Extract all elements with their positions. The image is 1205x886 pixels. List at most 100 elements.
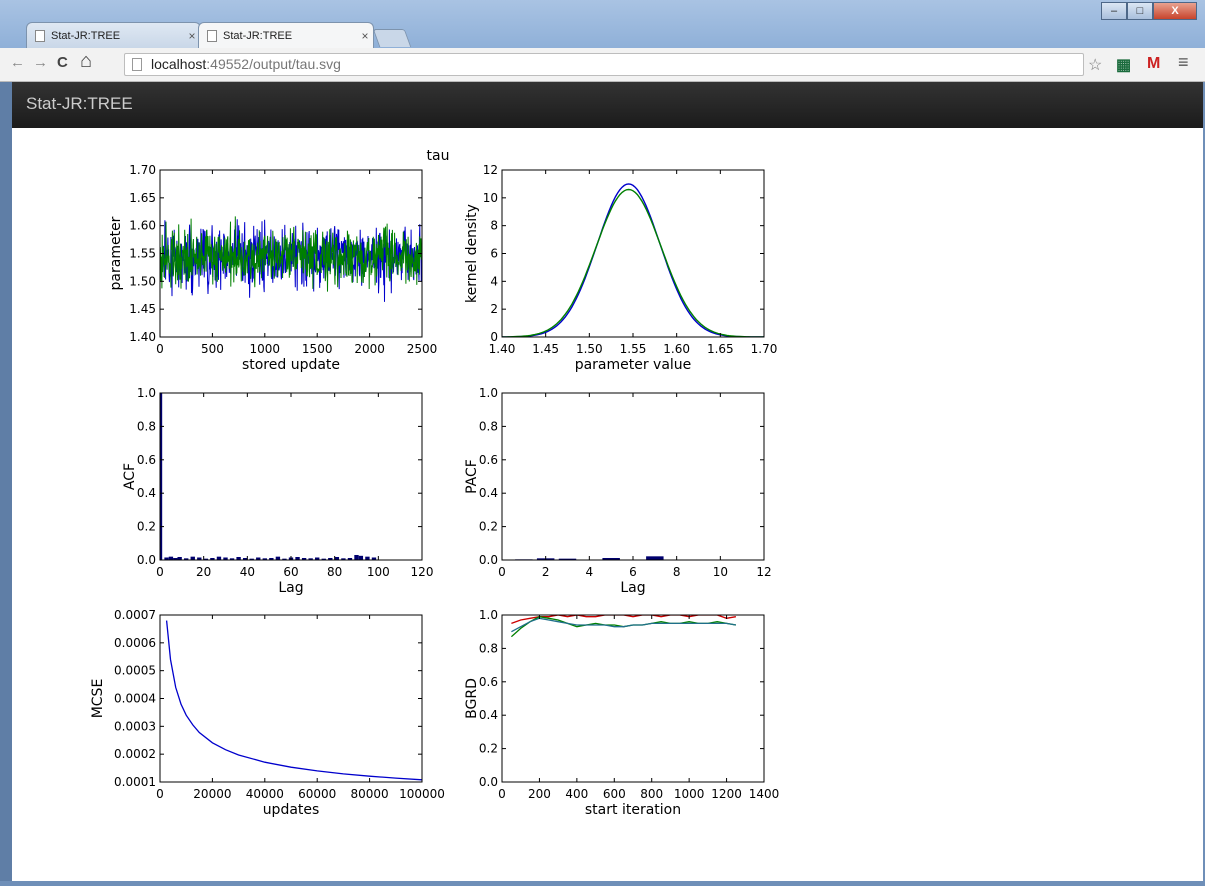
bgrd-xtick-label: 1400 bbox=[749, 787, 780, 801]
acf-bar bbox=[301, 557, 307, 560]
mcse-xtick-label: 0 bbox=[156, 787, 164, 801]
acf-bar bbox=[347, 557, 353, 560]
acf-bar bbox=[168, 556, 174, 560]
bgrd-xtick-label: 1200 bbox=[711, 787, 742, 801]
extension-icon[interactable]: ▦ bbox=[1116, 57, 1132, 74]
mcse-ytick-label: 0.0003 bbox=[114, 719, 156, 733]
trace-ytick-label: 1.70 bbox=[129, 163, 156, 177]
page-icon bbox=[132, 58, 142, 71]
mcse-xtick-label: 20000 bbox=[193, 787, 231, 801]
acf-chart: 0 20 40 60 80 100 120 0.0 0.2 0.4 0.6 0.8 1.0 Lag ACF bbox=[122, 386, 433, 596]
bgrd-series-1 bbox=[511, 615, 737, 625]
bgrd-xtick-label: 1000 bbox=[674, 787, 705, 801]
trace-ytick-label: 1.40 bbox=[129, 330, 156, 344]
acf-bar bbox=[358, 555, 364, 560]
home-icon[interactable]: ⌂ bbox=[80, 50, 93, 72]
pacf-xtick-label: 0 bbox=[498, 565, 506, 579]
tab-close-icon[interactable]: × bbox=[188, 28, 196, 43]
trace-xtick-label: 1000 bbox=[250, 342, 281, 356]
pacf-xtick-label: 2 bbox=[542, 565, 550, 579]
acf-bar bbox=[262, 558, 267, 560]
pacf-xlabel: Lag bbox=[620, 580, 645, 596]
trace-chart: 0 500 1000 1500 2000 2500 1.40 1.45 1.50 1.55 1.60… bbox=[108, 163, 437, 373]
mcse-xlabel: updates bbox=[263, 802, 320, 818]
density-ytick-label: 4 bbox=[490, 274, 498, 288]
density-series-1 bbox=[502, 183, 764, 337]
new-tab-button[interactable] bbox=[372, 29, 412, 47]
mcse-ytick-label: 0.0005 bbox=[114, 664, 156, 678]
pacf-ylabel: PACF bbox=[464, 459, 480, 494]
acf-bar bbox=[365, 556, 370, 560]
acf-bar bbox=[229, 558, 235, 560]
acf-bar bbox=[295, 556, 300, 560]
window-left-edge bbox=[0, 82, 12, 881]
browser-tab-1[interactable]: Stat-JR:TREE × bbox=[26, 22, 201, 48]
reload-icon[interactable]: C bbox=[57, 54, 68, 71]
pacf-ytick-label: 0.8 bbox=[479, 419, 498, 433]
acf-bar bbox=[256, 557, 261, 560]
acf-xtick-label: 80 bbox=[327, 565, 342, 579]
bgrd-xtick-label: 0 bbox=[498, 787, 506, 801]
density-ytick-label: 12 bbox=[483, 163, 498, 177]
acf-bar bbox=[321, 558, 326, 560]
bgrd-chart: 0 200 400 600 800 1000 1200 1400 0.0 0.2 0.4 0.6 0.8… bbox=[464, 608, 779, 818]
acf-bar bbox=[371, 557, 377, 560]
tab-label: Stat-JR:TREE bbox=[51, 29, 121, 42]
trace-ylabel: parameter bbox=[108, 216, 124, 290]
acf-ytick-label: 0.6 bbox=[137, 453, 156, 467]
density-ytick-label: 0 bbox=[490, 330, 498, 344]
pacf-chart: 0 2 4 6 8 10 12 0.0 0.2 0.4 0.6 0.8 1.0 Lag PACF bbox=[464, 386, 772, 596]
density-plot-area bbox=[502, 183, 764, 337]
gmail-icon[interactable]: M bbox=[1147, 55, 1161, 72]
mcse-xtick-label: 100000 bbox=[399, 787, 445, 801]
pacf-xtick-label: 12 bbox=[756, 565, 771, 579]
acf-axes-frame bbox=[159, 392, 423, 561]
close-window-button[interactable]: X bbox=[1153, 2, 1197, 20]
menu-icon[interactable]: ≡ bbox=[1178, 52, 1189, 72]
acf-bar bbox=[275, 556, 281, 560]
bgrd-ytick-label: 0.6 bbox=[479, 675, 498, 689]
trace-xtick-label: 0 bbox=[156, 342, 164, 356]
bookmark-star-icon[interactable]: ☆ bbox=[1088, 57, 1103, 74]
bgrd-ylabel: BGRD bbox=[464, 678, 480, 719]
acf-ylabel: ACF bbox=[122, 463, 138, 490]
bgrd-ytick-label: 1.0 bbox=[479, 608, 498, 622]
density-ytick-label: 10 bbox=[483, 191, 498, 205]
app-navbar: Stat-JR:TREE bbox=[12, 82, 1203, 128]
bgrd-xtick-label: 200 bbox=[528, 787, 551, 801]
density-ytick-label: 2 bbox=[490, 302, 498, 316]
trace-plot-area bbox=[160, 216, 422, 302]
url-path: :49552/output/tau.svg bbox=[206, 56, 341, 72]
density-xtick-label: 1.70 bbox=[751, 342, 778, 356]
density-ytick-label: 6 bbox=[490, 247, 498, 261]
address-bar[interactable]: localhost:49552/output/tau.svg bbox=[124, 53, 1084, 76]
trace-ytick-label: 1.60 bbox=[129, 219, 156, 233]
browser-tab-2[interactable]: Stat-JR:TREE × bbox=[198, 22, 374, 48]
trace-ytick-label: 1.45 bbox=[129, 302, 156, 316]
figure: tau 0 500 1000 1500 2000 25001.401.451.501.55… bbox=[90, 148, 779, 818]
bgrd-plot-area bbox=[510, 615, 737, 638]
acf-ytick-label: 0.0 bbox=[137, 553, 156, 567]
tab-close-icon[interactable]: × bbox=[361, 28, 369, 43]
bgrd-xtick-label: 800 bbox=[640, 787, 663, 801]
bgrd-xtick-label: 600 bbox=[603, 787, 626, 801]
back-icon[interactable]: ← bbox=[10, 54, 25, 71]
pacf-xtick-label: 8 bbox=[673, 565, 681, 579]
density-xlabel: parameter value bbox=[575, 357, 692, 373]
density-xtick-label: 1.45 bbox=[532, 342, 559, 356]
mcse-series-1 bbox=[165, 620, 422, 781]
minimize-button[interactable]: – bbox=[1101, 2, 1127, 20]
mcse-ytick-label: 0.0007 bbox=[114, 608, 156, 622]
maximize-button[interactable]: □ bbox=[1127, 2, 1153, 20]
page-content: tau 0 500 1000 1500 2000 2500 1.40 1.45 1.50 1.55… bbox=[12, 128, 1203, 881]
trace-ytick-label: 1.65 bbox=[129, 191, 156, 205]
forward-icon[interactable]: → bbox=[33, 54, 48, 71]
mcse-ytick-label: 0.0004 bbox=[114, 692, 156, 706]
app-brand[interactable]: Stat-JR:TREE bbox=[26, 94, 133, 113]
pacf-xtick-label: 10 bbox=[713, 565, 728, 579]
acf-bar bbox=[160, 393, 163, 560]
mcse-chart: 0 20000 40000 60000 80000 100000 0.0001 0.0002 0… bbox=[90, 608, 445, 818]
density-chart: 1.40 1.45 1.50 1.55 1.60 1.65 1.70 0 2 4 6 8 10 12 par… bbox=[464, 163, 777, 373]
density-xtick-label: 1.65 bbox=[707, 342, 734, 356]
mcse-ytick-label: 0.0002 bbox=[114, 747, 156, 761]
